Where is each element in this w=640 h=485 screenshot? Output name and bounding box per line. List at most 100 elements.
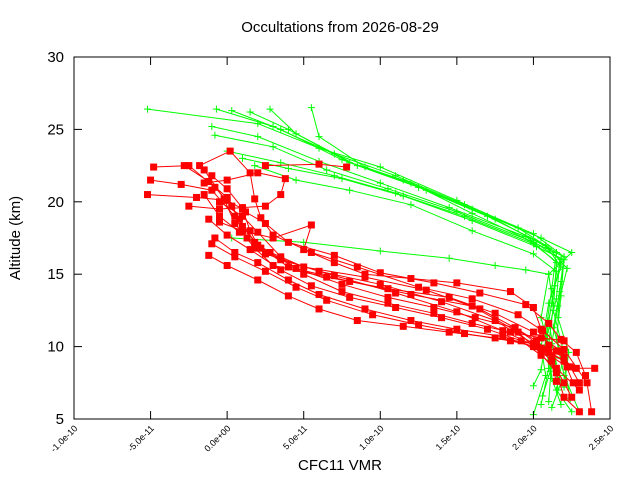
data-point [185, 162, 193, 170]
data-point [583, 379, 591, 387]
data-point [491, 215, 499, 223]
data-point [211, 131, 219, 139]
data-point [407, 201, 415, 209]
data-point [491, 334, 499, 342]
data-point [261, 267, 269, 275]
data-point [251, 195, 259, 203]
data-point [323, 166, 331, 174]
data-point [438, 298, 446, 306]
data-point [514, 328, 522, 336]
data-point [300, 246, 308, 254]
data-point [315, 160, 323, 168]
data-point [422, 286, 430, 294]
data-point [223, 185, 231, 193]
data-point [476, 305, 484, 313]
data-point [537, 334, 545, 342]
data-point [545, 270, 553, 278]
data-point [392, 304, 400, 312]
data-point [588, 408, 596, 416]
data-point [376, 269, 384, 277]
data-point [468, 227, 476, 235]
data-point [353, 263, 361, 271]
data-point [422, 186, 430, 194]
data-point [572, 348, 580, 356]
data-point [307, 104, 315, 112]
red-profile [200, 166, 583, 387]
data-point [545, 398, 553, 406]
data-point [483, 325, 491, 333]
y-tick-label: 20 [47, 194, 64, 211]
data-point [529, 382, 537, 390]
data-point [215, 218, 223, 226]
data-point [254, 276, 262, 284]
data-point [346, 186, 354, 194]
data-point [307, 282, 315, 290]
data-point [266, 105, 274, 113]
data-point [468, 217, 476, 225]
data-point [430, 279, 438, 287]
data-point [205, 215, 213, 223]
data-point [453, 308, 461, 316]
data-point [511, 324, 519, 332]
data-point [468, 209, 476, 217]
data-point [546, 367, 554, 375]
data-point [415, 283, 423, 291]
data-point [537, 344, 545, 352]
data-point [226, 147, 234, 155]
data-point [537, 351, 545, 359]
data-point [384, 293, 392, 301]
red-profile [215, 218, 553, 349]
data-point [361, 163, 369, 171]
data-point [453, 279, 461, 287]
data-point [545, 348, 553, 356]
data-point [407, 275, 415, 283]
data-point [376, 280, 384, 288]
data-point [284, 263, 292, 271]
green-profile [238, 154, 573, 391]
red-profile [261, 160, 351, 171]
data-point [251, 162, 259, 170]
data-point [277, 266, 285, 274]
data-point [330, 172, 338, 180]
data-point [529, 240, 537, 248]
data-point [552, 364, 560, 372]
data-point [471, 314, 479, 322]
data-point [557, 401, 565, 409]
data-point [353, 317, 361, 325]
data-point [569, 379, 577, 387]
data-point [330, 251, 338, 259]
data-point [537, 401, 545, 409]
data-point [575, 386, 583, 394]
data-point [238, 154, 246, 162]
data-point [430, 309, 438, 317]
data-point [537, 325, 545, 333]
data-point [284, 238, 292, 246]
data-point [231, 253, 239, 261]
data-point [361, 305, 369, 313]
data-point [215, 205, 223, 213]
data-point [200, 166, 208, 174]
data-point [548, 353, 556, 361]
data-point [238, 222, 246, 230]
data-point [193, 193, 201, 201]
data-point [560, 337, 568, 345]
data-point [369, 311, 377, 319]
data-point [560, 357, 568, 365]
data-point [200, 179, 208, 187]
data-point [147, 176, 155, 184]
data-point [284, 164, 292, 172]
data-point [323, 296, 331, 304]
data-point [545, 319, 553, 327]
data-point [468, 319, 476, 327]
data-point [261, 162, 269, 170]
data-point [200, 191, 208, 199]
data-point [150, 163, 158, 171]
data-point [338, 288, 346, 296]
data-point [491, 317, 499, 325]
data-point [246, 108, 254, 116]
data-point [292, 283, 300, 291]
data-point [205, 251, 213, 259]
data-point [581, 372, 589, 380]
data-point [261, 202, 269, 210]
